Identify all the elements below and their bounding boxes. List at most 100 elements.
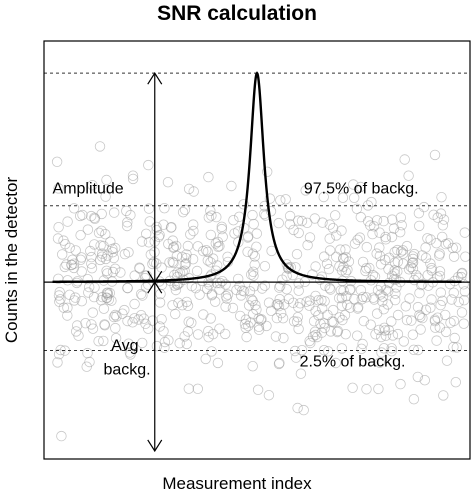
background-point: [203, 171, 214, 183]
background-point: [351, 203, 363, 215]
background-point: [377, 291, 389, 302]
background-point: [205, 313, 216, 324]
background-point: [352, 303, 363, 314]
background-point: [62, 216, 73, 227]
background-point: [293, 227, 304, 239]
background-point: [430, 322, 441, 333]
background-point: [373, 383, 384, 395]
background-point: [414, 309, 425, 321]
background-point: [53, 349, 65, 360]
background-point: [86, 251, 97, 263]
background-point: [431, 237, 442, 249]
background-point: [129, 298, 140, 310]
background-point: [378, 215, 389, 227]
background-point: [137, 290, 148, 301]
background-point: [367, 228, 378, 240]
background-point: [62, 275, 73, 286]
background-point: [310, 261, 321, 272]
background-point: [357, 291, 369, 303]
background-point: [316, 271, 328, 282]
background-point: [159, 336, 171, 348]
background-point: [220, 279, 231, 290]
background-point: [336, 292, 348, 304]
background-point: [142, 323, 154, 334]
background-point: [342, 264, 353, 276]
background-point: [291, 248, 303, 260]
background-point: [296, 215, 308, 227]
background-point: [295, 368, 307, 379]
background-point: [174, 278, 185, 289]
background-point: [309, 326, 321, 338]
background-point: [119, 304, 130, 316]
background-point: [156, 314, 167, 325]
background-point: [216, 221, 228, 233]
background-point: [80, 318, 91, 329]
background-point: [247, 209, 258, 221]
background-point: [251, 228, 262, 239]
background-point: [100, 228, 111, 240]
background-point: [100, 191, 111, 202]
background-point: [386, 316, 397, 327]
background-point: [170, 284, 182, 296]
background-point: [348, 179, 359, 190]
background-point: [214, 323, 225, 334]
background-point: [428, 209, 439, 221]
background-point: [101, 292, 113, 304]
background-point: [332, 326, 343, 338]
background-point: [96, 248, 108, 259]
background-point: [407, 263, 419, 275]
background-point: [288, 316, 300, 327]
background-point: [407, 257, 418, 269]
background-point: [104, 287, 116, 299]
background-point: [257, 283, 268, 294]
background-point: [310, 329, 321, 341]
background-point: [440, 309, 451, 321]
background-point: [293, 323, 304, 335]
background-point: [422, 270, 433, 281]
background-point: [248, 218, 259, 230]
background-point: [58, 235, 69, 246]
background-point: [102, 289, 113, 300]
background-point: [87, 179, 98, 191]
background-point: [395, 246, 407, 257]
background-point: [345, 302, 356, 313]
background-point: [319, 251, 330, 262]
background-point: [288, 297, 299, 309]
background-point: [253, 321, 265, 333]
background-point: [266, 305, 277, 317]
background-point: [336, 225, 347, 236]
background-point: [407, 251, 419, 262]
background-point: [151, 221, 162, 233]
background-point: [429, 314, 441, 325]
background-point: [144, 216, 155, 227]
background-point: [147, 315, 158, 326]
background-point: [86, 319, 97, 330]
background-point: [123, 338, 134, 349]
background-point: [135, 310, 147, 321]
background-point: [459, 227, 470, 238]
background-point: [319, 296, 330, 307]
background-point: [261, 320, 272, 332]
background-point: [408, 394, 420, 405]
background-point: [185, 229, 196, 240]
background-point: [108, 207, 120, 218]
background-point: [245, 269, 257, 280]
background-point: [198, 309, 209, 320]
background-point: [325, 284, 336, 295]
background-point: [425, 234, 436, 245]
background-point: [222, 251, 233, 262]
background-point: [75, 229, 86, 241]
background-point: [414, 220, 425, 232]
background-point: [438, 214, 450, 225]
background-point: [355, 181, 366, 193]
background-point: [51, 156, 63, 168]
background-point: [53, 183, 64, 194]
background-point: [200, 353, 211, 365]
background-point: [162, 176, 174, 188]
background-point: [415, 324, 426, 335]
background-point: [109, 242, 121, 254]
background-point: [110, 322, 121, 334]
background-point: [366, 196, 377, 208]
background-point: [186, 280, 198, 292]
